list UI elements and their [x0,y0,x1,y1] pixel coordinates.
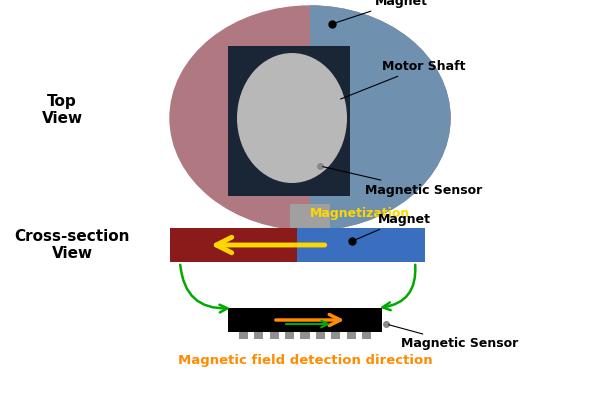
Text: Magnet: Magnet [335,0,428,23]
Bar [254,332,263,339]
Bar [228,46,350,196]
Text: Cross-section
View: Cross-section View [14,229,130,261]
Bar [228,308,382,332]
Ellipse shape [170,6,450,230]
Text: Motor Shaft: Motor Shaft [341,60,466,99]
Text: Magnetic Sensor: Magnetic Sensor [389,325,518,350]
FancyArrowPatch shape [383,265,415,310]
Bar [290,204,330,228]
Text: Magnetic field detection direction: Magnetic field detection direction [178,354,433,367]
Text: Magnetization: Magnetization [310,207,410,220]
Bar [316,332,325,339]
Text: Magnetic Sensor: Magnetic Sensor [323,167,482,196]
FancyArrowPatch shape [180,265,227,312]
Bar [298,228,425,262]
Bar [269,332,279,339]
Bar [170,228,298,262]
Bar [331,332,340,339]
Bar [362,332,371,339]
Bar [301,332,310,339]
Bar [347,332,356,339]
Bar [239,332,248,339]
Bar [285,332,294,339]
Ellipse shape [170,6,450,230]
Ellipse shape [237,53,347,183]
Text: Top
View: Top View [41,94,83,126]
Text: Magnet: Magnet [355,212,430,240]
